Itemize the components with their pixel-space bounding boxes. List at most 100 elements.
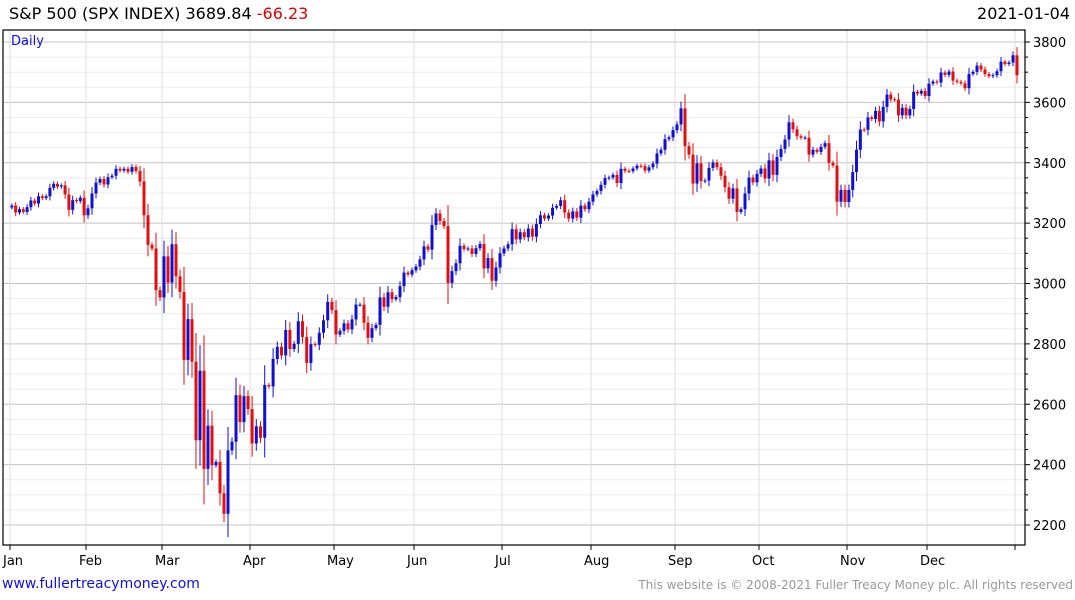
candle: [382, 292, 386, 312]
candle-body: [1007, 62, 1011, 65]
candle: [889, 91, 893, 103]
candle: [983, 66, 987, 77]
candle-body: [78, 197, 82, 202]
candle: [579, 200, 583, 224]
candle: [779, 144, 783, 162]
candle: [317, 327, 321, 351]
candle-body: [555, 205, 559, 208]
candle: [338, 328, 342, 337]
candle: [71, 195, 75, 215]
x-tick-label: Dec: [920, 554, 945, 569]
candle: [406, 270, 410, 277]
website-link[interactable]: www.fullertreacymoney.com: [2, 576, 200, 592]
x-tick-label: Oct: [752, 554, 774, 569]
candle-body: [851, 172, 855, 190]
candle-body: [330, 301, 334, 311]
candle: [44, 194, 48, 201]
candle-body: [158, 290, 162, 298]
candle-body: [122, 168, 126, 171]
candle-body: [763, 168, 767, 179]
candle-body: [699, 163, 703, 182]
candle: [206, 409, 210, 486]
x-tick-label: Mar: [155, 554, 180, 569]
candle: [267, 382, 271, 389]
candle: [426, 243, 430, 253]
candle: [900, 103, 904, 120]
candle-body: [342, 323, 346, 331]
candle-body: [743, 193, 747, 210]
candle: [763, 163, 767, 184]
candle-body: [14, 205, 18, 213]
candle-body: [534, 224, 538, 237]
candle: [767, 152, 771, 186]
candle-body: [366, 322, 370, 338]
candle: [955, 78, 959, 84]
candle: [478, 241, 482, 251]
candle: [350, 314, 354, 335]
candle-body: [190, 319, 194, 362]
candle: [591, 190, 595, 206]
candle: [571, 207, 575, 223]
candle-body: [963, 83, 967, 89]
candle-body: [779, 148, 783, 158]
candle: [398, 281, 402, 303]
candle-body: [422, 246, 426, 260]
candle-body: [398, 286, 402, 298]
candle: [542, 212, 546, 221]
candle: [799, 134, 803, 140]
candle-body: [711, 162, 715, 168]
candle: [787, 115, 791, 147]
candle: [759, 165, 763, 178]
candle-body: [615, 174, 619, 183]
candle: [755, 169, 759, 187]
candle: [305, 326, 309, 374]
candle-body: [186, 319, 190, 360]
candle: [366, 316, 370, 345]
candle-body: [679, 108, 683, 125]
candle-body: [56, 183, 59, 187]
candle-body: [771, 160, 775, 175]
candle-body: [719, 167, 723, 176]
candle: [1007, 60, 1011, 67]
candle: [494, 261, 498, 287]
candle-body: [619, 168, 623, 183]
candle-body: [947, 71, 951, 75]
period-label: Daily: [11, 34, 44, 49]
candle: [48, 183, 52, 201]
candle-body: [82, 197, 86, 216]
candle: [919, 88, 923, 96]
candle-body: [639, 165, 643, 167]
candle-body: [166, 256, 170, 283]
candle-body: [675, 124, 679, 131]
candle: [619, 162, 623, 190]
candle-body: [450, 271, 454, 283]
candle: [667, 135, 671, 142]
candle-body: [723, 175, 727, 188]
y-tick-label: 2800: [1033, 338, 1066, 353]
y-tick-label: 3200: [1033, 217, 1066, 232]
candle: [727, 181, 731, 204]
candle: [174, 231, 178, 289]
candle: [935, 79, 939, 85]
candle-body: [542, 215, 546, 219]
candle-body: [474, 248, 478, 254]
candle-body: [739, 209, 743, 212]
candle: [679, 101, 683, 132]
candle: [158, 286, 162, 302]
candle: [647, 164, 651, 173]
candle: [735, 178, 739, 222]
candle: [438, 209, 442, 225]
candle-body: [835, 165, 839, 202]
chart-date: 2021-01-04: [977, 4, 1070, 23]
candle: [815, 147, 819, 154]
candle-body: [799, 136, 803, 138]
candle: [67, 187, 71, 217]
candle-body: [855, 149, 859, 173]
candle: [275, 341, 279, 365]
candle: [288, 322, 292, 357]
candle-body: [843, 189, 847, 202]
candle-body: [827, 143, 831, 163]
candle: [877, 105, 881, 127]
candle-body: [317, 332, 321, 345]
candle-body: [943, 72, 947, 75]
